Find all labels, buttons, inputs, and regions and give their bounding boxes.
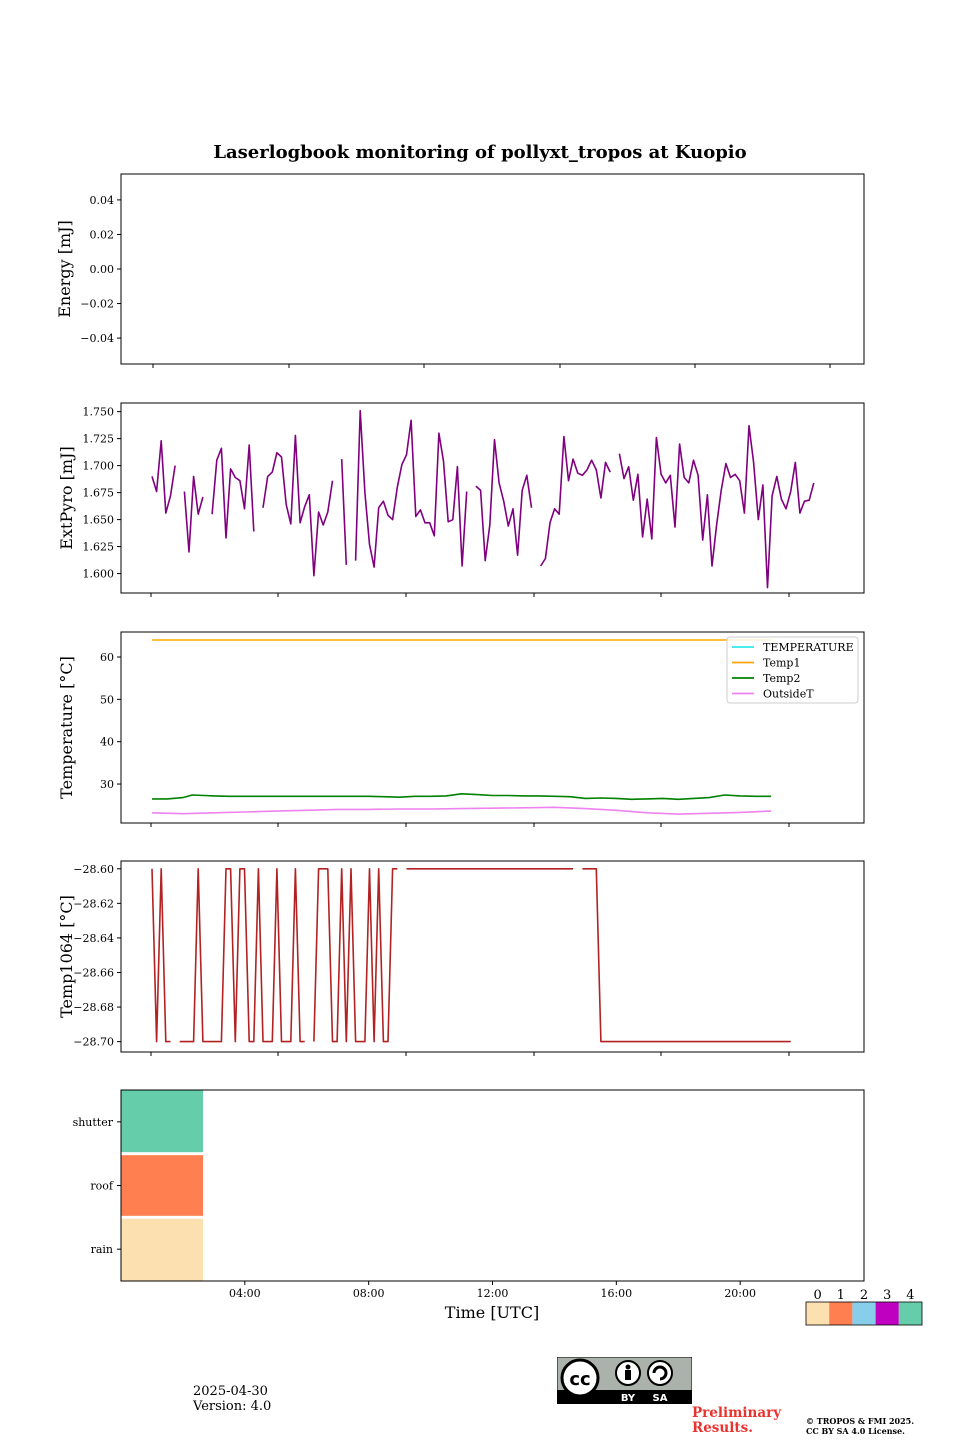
colorbar-tick-label: 4 xyxy=(906,1288,914,1303)
legend-entry: OutsideT xyxy=(763,688,814,701)
y-tick-label: 0.00 xyxy=(90,263,115,276)
axes-frame xyxy=(120,860,865,1053)
y-tick-label: 1.625 xyxy=(83,541,115,554)
svg-text:cc: cc xyxy=(569,1369,590,1390)
cc-by-label: BY xyxy=(621,1393,636,1404)
series-line-data xyxy=(151,409,815,589)
footer-date-version: 2025-04-30 Version: 4.0 xyxy=(193,1384,271,1414)
copyright-line1: © TROPOS & FMI 2025. xyxy=(806,1416,915,1426)
y-tick-label: −28.70 xyxy=(73,1036,114,1049)
y-tick-label: 1.750 xyxy=(83,406,115,419)
y-axis-label: Energy [mJ] xyxy=(55,220,74,318)
x-tick-label: 04:00 xyxy=(229,1287,261,1300)
legend-box xyxy=(726,636,859,704)
panel-5: shutter roof rain 04:00 08:00 12:00 16:00 20:00… xyxy=(73,1089,865,1322)
colorbar-segment xyxy=(875,1302,899,1325)
axes-frame xyxy=(120,402,865,594)
y-tick-label: −28.62 xyxy=(73,897,114,910)
colorbar-segment xyxy=(898,1302,922,1325)
y-tick-label: 60 xyxy=(100,651,114,664)
y-tick-label: 1.650 xyxy=(83,514,115,527)
y-axis-label: Temp1064 [°C] xyxy=(57,895,76,1018)
colorbar-tick-label: 0 xyxy=(813,1288,821,1303)
figure-title: Laserlogbook monitoring of pollyxt_tropo… xyxy=(213,142,746,163)
preliminary-line2: Results. xyxy=(692,1420,753,1436)
preliminary-notice: Preliminary Results. xyxy=(692,1406,781,1436)
panel-2: 1.600 1.625 1.650 1.675 1.700 1.725 1.750 ExtPy… xyxy=(57,402,865,597)
y-tick-label: −0.04 xyxy=(80,332,114,345)
status-cell-rain xyxy=(121,1218,204,1281)
y-tick-label: 40 xyxy=(100,736,114,749)
legend-entry: Temp2 xyxy=(763,672,800,685)
y-tick-label: 0.02 xyxy=(90,228,115,241)
x-tick-label: 16:00 xyxy=(600,1287,632,1300)
colorbar-segment xyxy=(829,1302,853,1325)
row-label-roof: roof xyxy=(90,1180,114,1193)
x-tick-label: 20:00 xyxy=(724,1287,756,1300)
axes-frame xyxy=(120,1089,865,1282)
row-label-shutter: shutter xyxy=(73,1116,114,1129)
status-cell-shutter xyxy=(121,1090,204,1153)
row-label-rain: rain xyxy=(91,1243,113,1256)
panel-1: −0.04 −0.02 0.00 0.02 0.04 Energy [mJ] xyxy=(55,173,865,368)
series-line-data xyxy=(151,868,791,1043)
y-tick-label: 30 xyxy=(100,778,114,791)
footer-date: 2025-04-30 xyxy=(193,1384,268,1399)
x-tick-label: 08:00 xyxy=(353,1287,385,1300)
panel-4: −28.70 −28.68 −28.66 −28.64 −28.62 −28.60 Temp… xyxy=(57,860,865,1056)
y-tick-label: −28.68 xyxy=(73,1001,114,1014)
y-tick-label: −28.60 xyxy=(73,863,114,876)
legend-entry: TEMPERATURE xyxy=(763,641,854,654)
y-tick-label: 1.675 xyxy=(83,487,115,500)
colorbar-tick-label: 3 xyxy=(883,1288,891,1303)
y-axis-label: ExtPyro [mJ] xyxy=(57,446,76,549)
cc-by-sa-icon: cc BY SA xyxy=(557,1357,692,1404)
y-tick-label: −28.66 xyxy=(73,966,114,979)
x-axis-label: Time [UTC] xyxy=(445,1303,539,1322)
y-axis-label: Temperature [°C] xyxy=(57,656,76,799)
colorbar-tick-label: 1 xyxy=(837,1288,845,1303)
copyright-line2: CC BY SA 4.0 License. xyxy=(806,1426,905,1436)
axes-frame xyxy=(120,631,865,824)
colorbar-segment xyxy=(852,1302,876,1325)
panel-3: 30 40 50 60 Temperature [°C] TEMPERATURE Temp1… xyxy=(57,631,865,827)
cc-sa-label: SA xyxy=(653,1393,668,1404)
series-line-outsidet xyxy=(151,806,772,815)
colorbar-tick-label: 2 xyxy=(860,1288,868,1303)
axes-frame xyxy=(120,173,865,365)
y-tick-label: 50 xyxy=(100,693,114,706)
footer-version: Version: 4.0 xyxy=(193,1399,272,1414)
y-tick-label: 1.600 xyxy=(83,568,115,581)
preliminary-line1: Preliminary xyxy=(692,1405,782,1421)
colorbar-frame xyxy=(805,1301,923,1326)
status-cell-roof xyxy=(121,1155,204,1216)
y-tick-label: −28.64 xyxy=(73,932,114,945)
legend: TEMPERATURE Temp1 Temp2 OutsideT xyxy=(726,636,859,704)
copyright-notice: © TROPOS & FMI 2025. CC BY SA 4.0 Licens… xyxy=(806,1416,914,1436)
colorbar-segment xyxy=(806,1302,830,1325)
y-tick-label: 1.700 xyxy=(83,460,115,473)
x-tick-label: 12:00 xyxy=(477,1287,509,1300)
series-line-temp2 xyxy=(152,793,772,801)
y-tick-label: 0.04 xyxy=(90,194,115,207)
y-tick-label: −0.02 xyxy=(80,298,114,311)
y-tick-label: 1.725 xyxy=(83,433,115,446)
legend-entry: Temp1 xyxy=(763,657,800,670)
